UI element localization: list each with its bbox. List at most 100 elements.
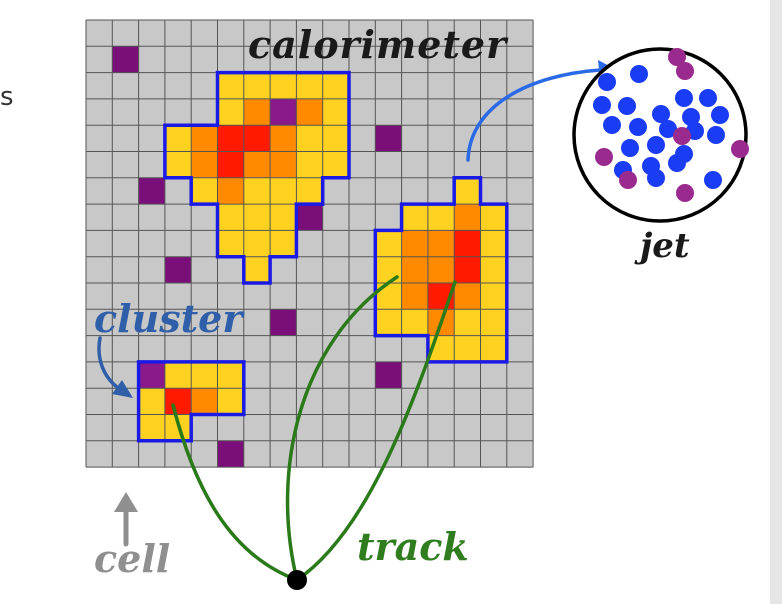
grid-cell	[427, 177, 455, 205]
jet-particle-blue	[630, 65, 648, 83]
grid-cell	[86, 204, 113, 231]
jet-particle-blue	[675, 89, 693, 107]
energy-cell	[296, 204, 323, 231]
energy-cell	[375, 283, 402, 310]
grid-cell	[322, 388, 349, 415]
grid-cell	[506, 46, 534, 73]
jet-particle-purple	[619, 171, 637, 189]
grid-cell	[401, 98, 428, 126]
grid-cell	[349, 98, 376, 126]
grid-cell	[112, 283, 139, 310]
grid-cell	[427, 440, 455, 468]
grid-cell	[164, 309, 192, 336]
grid-cell	[86, 98, 113, 126]
grid-cell	[322, 361, 349, 389]
grid-cell	[191, 230, 218, 257]
cell-arrowhead-icon	[114, 492, 138, 512]
grid-cell	[164, 177, 192, 205]
grid-cell	[112, 72, 139, 99]
energy-cell	[270, 125, 297, 152]
grid-cell	[427, 20, 455, 47]
energy-cell	[454, 204, 481, 231]
grid-cell	[480, 72, 507, 99]
grid-cell	[86, 440, 113, 468]
grid-cell	[138, 125, 165, 152]
jet-particle-blue	[647, 169, 665, 187]
grid-cell	[191, 256, 218, 283]
grid-cell	[164, 72, 192, 99]
energy-cell	[243, 177, 271, 205]
energy-cell	[243, 204, 271, 231]
jet-particle-blue	[618, 97, 636, 115]
energy-cell	[480, 309, 507, 336]
grid-cell	[506, 414, 534, 441]
grid-cell	[217, 309, 244, 336]
grid-cell	[138, 309, 165, 336]
jet-particle-blue	[711, 106, 729, 124]
grid-cell	[427, 46, 455, 73]
grid-cell	[401, 177, 428, 205]
energy-cell	[112, 46, 139, 73]
energy-cell	[375, 125, 402, 152]
grid-cell	[454, 440, 481, 468]
energy-cell	[401, 283, 428, 310]
energy-cell	[296, 151, 323, 178]
grid-cell	[322, 46, 349, 73]
grid-cell	[112, 414, 139, 441]
jet-particle-purple	[668, 48, 686, 66]
grid-cell	[480, 440, 507, 468]
energy-cell	[296, 177, 323, 205]
energy-cell	[243, 72, 271, 99]
grid-cell	[296, 440, 323, 468]
grid-cell	[375, 20, 402, 47]
grid-cell	[270, 388, 297, 415]
grid-cell	[480, 46, 507, 73]
grid-cell	[86, 177, 113, 205]
jet-particle-blue	[593, 96, 611, 114]
grid-cell	[349, 388, 376, 415]
grid-cell	[191, 46, 218, 73]
grid-cell	[401, 440, 428, 468]
energy-cell	[191, 361, 218, 389]
grid-cell	[427, 414, 455, 441]
grid-cell	[349, 20, 376, 47]
jet-label: jet	[640, 226, 690, 266]
energy-cell	[375, 230, 402, 257]
grid-cell	[270, 46, 297, 73]
energy-cell	[217, 72, 244, 99]
energy-cell	[454, 230, 481, 257]
energy-cell	[322, 151, 349, 178]
grid-cell	[112, 256, 139, 283]
jet-particle-purple	[673, 127, 691, 145]
energy-cell	[191, 125, 218, 152]
grid-cell	[322, 204, 349, 231]
grid-cell	[112, 440, 139, 468]
energy-cell	[138, 388, 165, 415]
grid-cell	[349, 46, 376, 73]
grid-cell	[480, 388, 507, 415]
grid-cell	[86, 20, 113, 47]
grid-cell	[164, 20, 192, 47]
grid-cell	[296, 283, 323, 310]
grid-cell	[480, 414, 507, 441]
jet-particle-blue	[659, 120, 677, 138]
cluster-outlines	[136, 70, 509, 443]
grid-cell	[270, 256, 297, 283]
energy-cell	[138, 361, 165, 389]
grid-cell	[506, 177, 534, 205]
grid-cell	[138, 440, 165, 468]
grid-cell	[270, 283, 297, 310]
track-line	[171, 403, 299, 582]
energy-cell	[375, 256, 402, 283]
grid-cell	[164, 98, 192, 126]
grid-cell	[506, 20, 534, 47]
grid-cell	[454, 388, 481, 415]
grid-cell	[506, 98, 534, 126]
grid-cell	[243, 309, 271, 336]
grid-cell	[217, 20, 244, 47]
grid-cell	[375, 335, 402, 362]
grid-cell	[349, 256, 376, 283]
jet-particle-blue	[598, 73, 616, 91]
grid-cell	[427, 98, 455, 126]
grid-cell	[217, 256, 244, 283]
